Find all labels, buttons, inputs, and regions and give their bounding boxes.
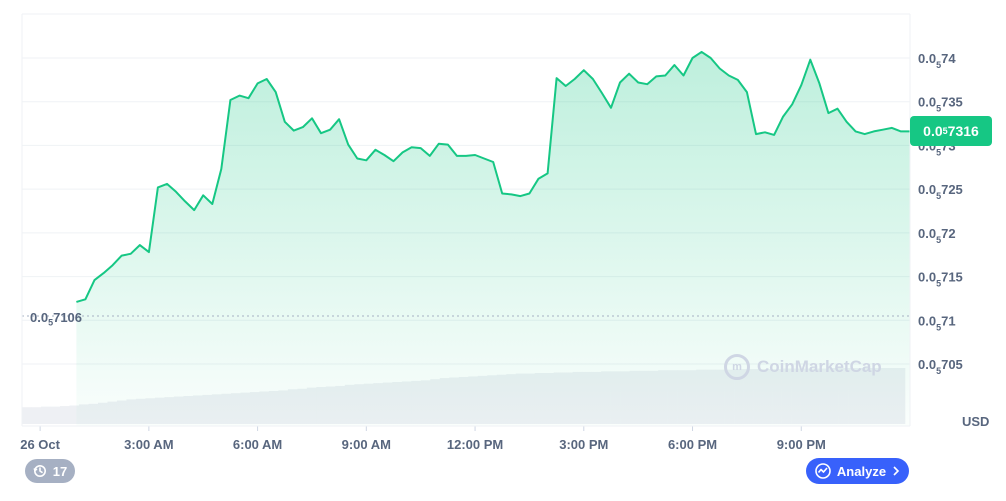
- y-tick-label: 0.05705: [918, 357, 963, 376]
- watermark-text: CoinMarketCap: [757, 357, 882, 377]
- x-tick-label: 6:00 PM: [668, 437, 717, 452]
- x-tick-label: 9:00 PM: [777, 437, 826, 452]
- y-tick-label: 0.05735: [918, 95, 963, 114]
- volume-bar: [50, 407, 60, 424]
- x-tick-label: 12:00 PM: [447, 437, 503, 452]
- history-count: 17: [53, 464, 67, 479]
- currency-label: USD: [962, 414, 989, 429]
- y-tick-label: 0.0574: [918, 51, 956, 70]
- x-tick-label: 3:00 PM: [559, 437, 608, 452]
- y-tick-label: 0.0572: [918, 226, 956, 245]
- analyze-button[interactable]: Analyze: [806, 458, 909, 484]
- analyze-label: Analyze: [837, 464, 886, 479]
- y-tick-label: 0.05725: [918, 182, 963, 201]
- history-button[interactable]: 17: [25, 459, 75, 483]
- chevron-right-icon: [892, 466, 900, 476]
- open-price-label: 0.057106: [30, 310, 82, 328]
- volume-bar: [22, 407, 32, 424]
- x-tick-label: 9:00 AM: [342, 437, 391, 452]
- analyze-chart-icon: [815, 463, 831, 479]
- coinmarketcap-logo-icon: m: [724, 354, 750, 380]
- volume-bar: [60, 406, 70, 424]
- y-tick-label: 0.05715: [918, 270, 963, 289]
- x-tick-label: 6:00 AM: [233, 437, 282, 452]
- volume-bar: [31, 407, 41, 424]
- x-tick-label: 26 Oct: [20, 437, 60, 452]
- watermark: m CoinMarketCap: [724, 354, 882, 380]
- volume-bar: [41, 407, 51, 424]
- x-tick-label: 3:00 AM: [124, 437, 173, 452]
- x-axis-ticks: 26 Oct 3:00 AM 6:00 AM 9:00 AM 12:00 PM 3:00 …: [20, 426, 826, 452]
- y-axis-ticks: 0.05740.057350.05730.057250.05720.057150…: [918, 51, 963, 376]
- history-clock-icon: [33, 464, 47, 478]
- y-tick-label: 0.0571: [918, 313, 956, 332]
